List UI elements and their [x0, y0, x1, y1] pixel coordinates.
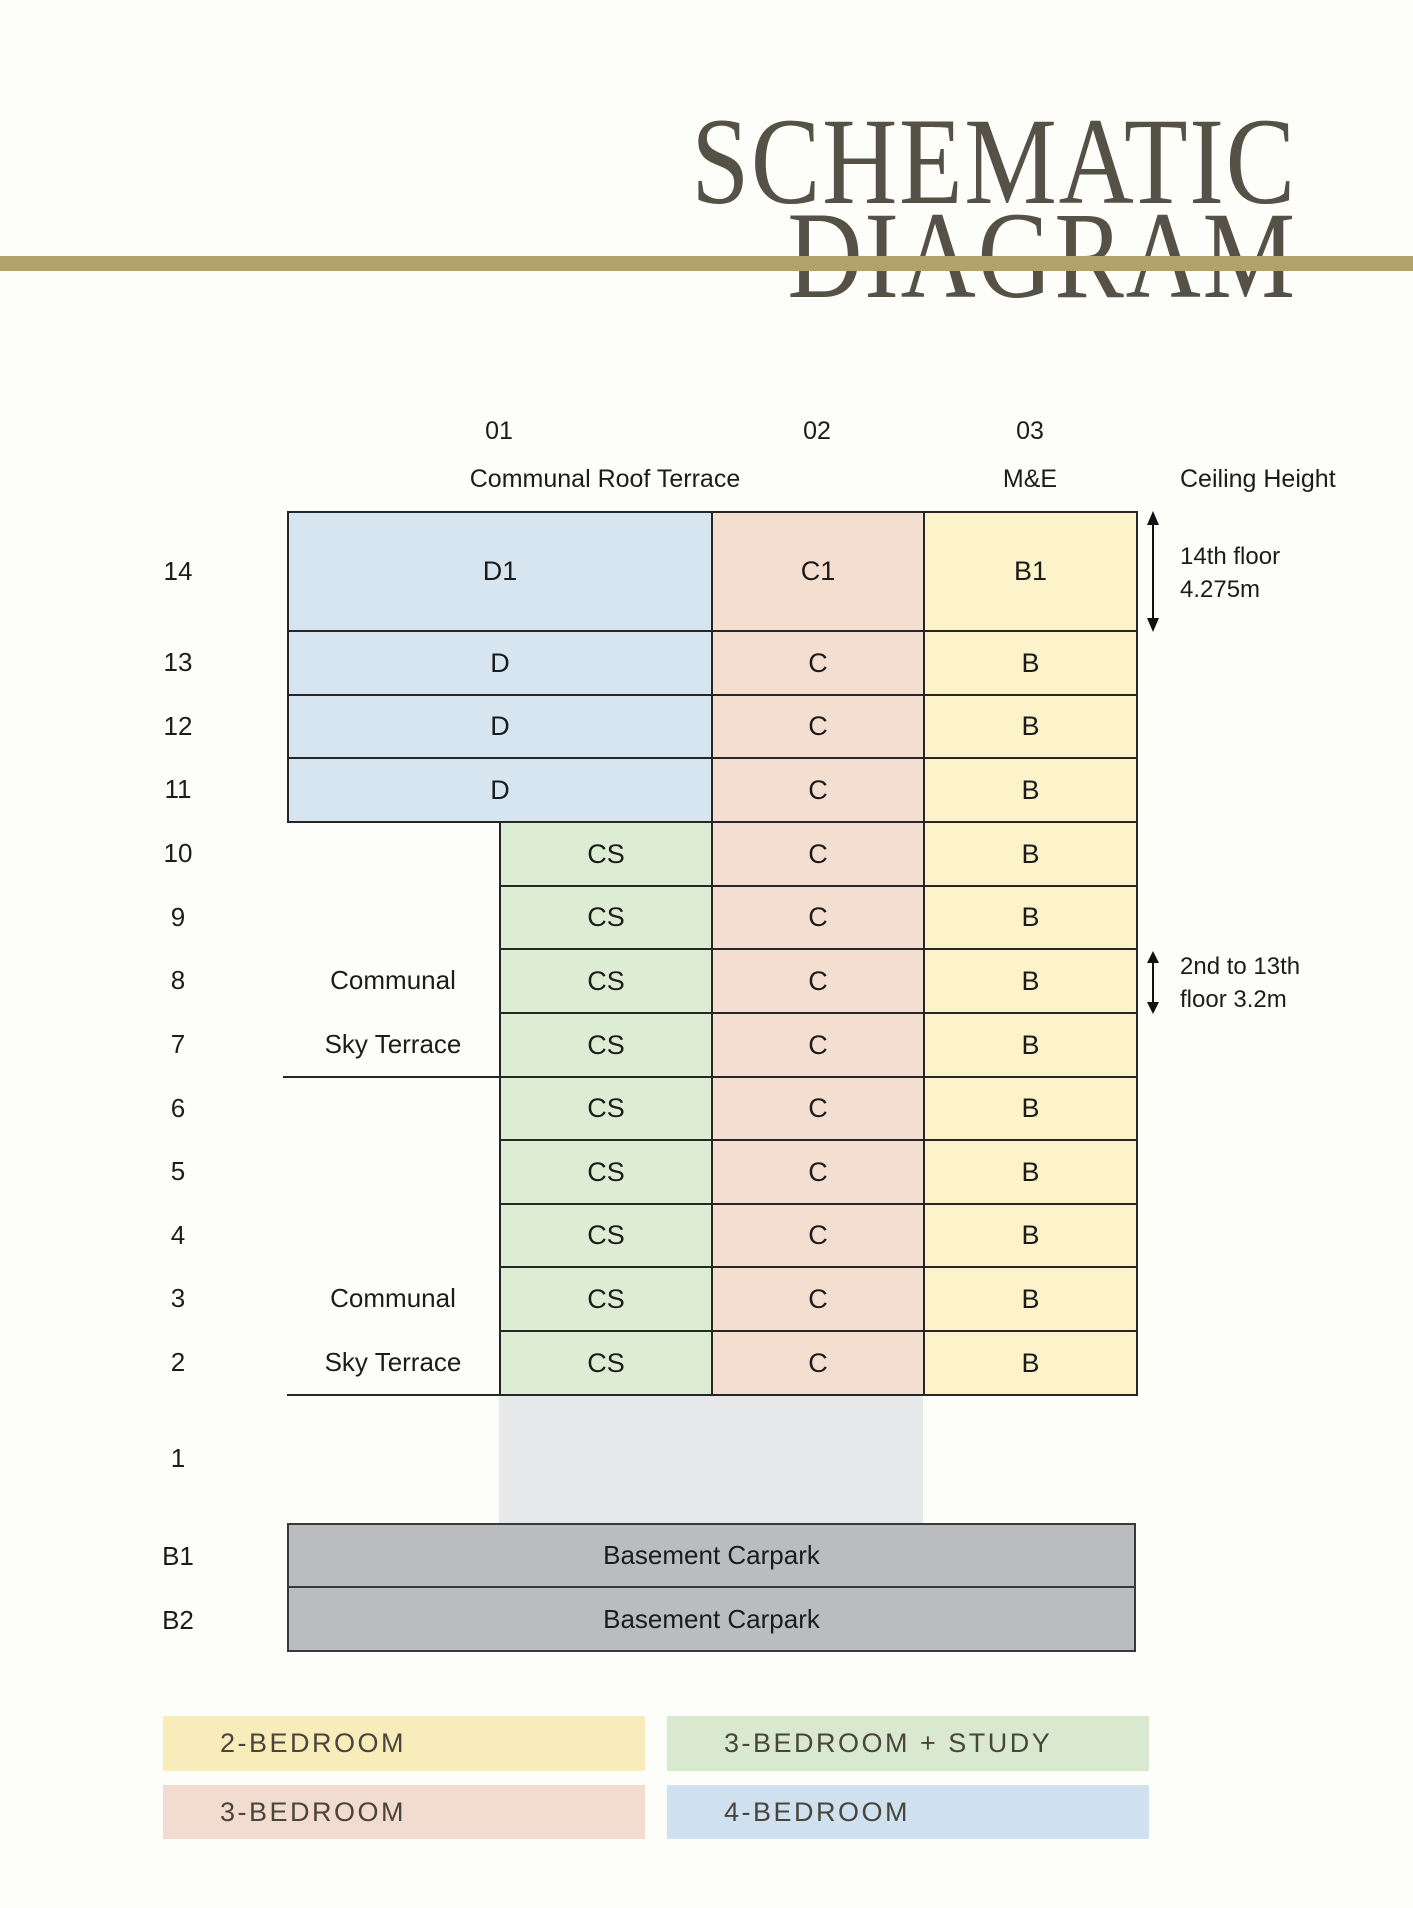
unit-cell-13-C: C	[711, 630, 925, 696]
floor-label-7: 7	[170, 1029, 186, 1059]
stack-header-02: 02	[803, 417, 831, 445]
unit-cell-5-CS: CS	[499, 1139, 713, 1205]
unit-cell-14-B1: B1	[923, 511, 1138, 632]
ceiling-note-14th-line1: 14th floor	[1180, 543, 1281, 570]
unit-cell-4-C: C	[711, 1203, 925, 1268]
floor-label-12: 12	[163, 710, 193, 741]
floor-label-8: 8	[170, 965, 186, 995]
stack-header-01: 01	[485, 417, 513, 445]
floor-label-5: 5	[170, 1156, 186, 1186]
unit-cell-14-D1: D1	[287, 511, 713, 632]
unit-cell-4-CS: CS	[499, 1203, 713, 1268]
unit-cell-5-C: C	[711, 1139, 925, 1205]
unit-cell-3-C: C	[711, 1266, 925, 1332]
me-label: M&E	[1002, 465, 1058, 493]
ceiling-note-typical-line2: floor 3.2m	[1180, 986, 1287, 1013]
unit-cell-9-CS: CS	[499, 885, 713, 950]
unit-cell-7-B: B	[923, 1012, 1138, 1078]
dimension-arrow-14th-floor	[1147, 511, 1159, 632]
sky-terrace-divider-upper	[283, 1076, 499, 1078]
floor-label-2: 2	[170, 1347, 186, 1377]
unit-cell-10-CS: CS	[499, 821, 713, 887]
unit-cell-6-CS: CS	[499, 1076, 713, 1141]
unit-cell-9-B: B	[923, 885, 1138, 950]
unit-cell-8-C: C	[711, 948, 925, 1014]
sky-terrace-divider-lower	[287, 1394, 499, 1396]
legend-item-2-bedroom: 2-BEDROOM	[163, 1716, 645, 1771]
unit-cell-9-C: C	[711, 885, 925, 950]
floor-label-10: 10	[163, 838, 193, 868]
unit-cell-4-B: B	[923, 1203, 1138, 1268]
roof-terrace-label: Communal Roof Terrace	[469, 465, 741, 493]
unit-cell-12-C: C	[711, 694, 925, 759]
divider-bar	[0, 256, 1413, 271]
floor-label-b2: B2	[162, 1605, 194, 1635]
ceiling-note-14th-line2: 4.275m	[1180, 576, 1261, 603]
communal-terrace-label: Sky Terrace	[324, 1347, 462, 1377]
unit-cell-8-CS: CS	[499, 948, 713, 1014]
unit-cell-6-B: B	[923, 1076, 1138, 1141]
basement-bar-b1: Basement Carpark	[287, 1523, 1136, 1588]
unit-cell-12-D: D	[287, 694, 713, 759]
unit-cell-10-B: B	[923, 821, 1138, 887]
legend-item-3-bedroom-study: 3-BEDROOM + STUDY	[667, 1716, 1149, 1771]
floor-label-b1: B1	[162, 1541, 194, 1571]
unit-cell-7-CS: CS	[499, 1012, 713, 1078]
unit-cell-5-B: B	[923, 1139, 1138, 1205]
communal-terrace-label: Sky Terrace	[324, 1029, 462, 1059]
unit-cell-12-B: B	[923, 694, 1138, 759]
unit-cell-2-B: B	[923, 1330, 1138, 1396]
unit-cell-10-C: C	[711, 821, 925, 887]
unit-cell-2-C: C	[711, 1330, 925, 1396]
unit-cell-11-C: C	[711, 757, 925, 823]
floor-label-4: 4	[170, 1219, 186, 1250]
unit-cell-11-B: B	[923, 757, 1138, 823]
unit-cell-3-B: B	[923, 1266, 1138, 1332]
unit-cell-2-CS: CS	[499, 1330, 713, 1396]
unit-cell-11-D: D	[287, 757, 713, 823]
communal-terrace-label: Communal	[330, 965, 456, 995]
ceiling-note-typical: 2nd to 13th floor 3.2m	[1180, 950, 1300, 1016]
legend-item-4-bedroom: 4-BEDROOM	[667, 1785, 1149, 1839]
basement-bar-b2: Basement Carpark	[287, 1586, 1136, 1652]
ground-floor-block	[499, 1395, 923, 1523]
unit-cell-3-CS: CS	[499, 1266, 713, 1332]
unit-cell-13-D: D	[287, 630, 713, 696]
floor-label-9: 9	[170, 901, 186, 932]
unit-cell-14-C1: C1	[711, 511, 925, 632]
page-title-line1: SCHEMATIC	[691, 93, 1297, 231]
legend-item-3-bedroom: 3-BEDROOM	[163, 1785, 645, 1839]
ceiling-height-label: Ceiling Height	[1180, 465, 1336, 493]
floor-label-13: 13	[163, 647, 193, 677]
dimension-arrow-typical-floor	[1147, 951, 1159, 1014]
ceiling-note-14th: 14th floor 4.275m	[1180, 540, 1280, 606]
unit-cell-13-B: B	[923, 630, 1138, 696]
floor-label-14: 14	[163, 555, 193, 586]
page-title: SCHEMATIC DIAGRAM	[692, 100, 1297, 318]
communal-terrace-label: Communal	[330, 1283, 456, 1313]
floor-label-11: 11	[164, 774, 192, 804]
unit-cell-7-C: C	[711, 1012, 925, 1078]
unit-cell-8-B: B	[923, 948, 1138, 1014]
floor-label-1: 1	[170, 1443, 186, 1473]
stack-header-03: 03	[1016, 417, 1044, 445]
unit-cell-6-C: C	[711, 1076, 925, 1141]
ceiling-note-typical-line1: 2nd to 13th	[1180, 953, 1301, 980]
floor-label-3: 3	[170, 1283, 186, 1313]
page-title-line2: DIAGRAM	[787, 187, 1297, 325]
floor-label-6: 6	[170, 1092, 186, 1123]
